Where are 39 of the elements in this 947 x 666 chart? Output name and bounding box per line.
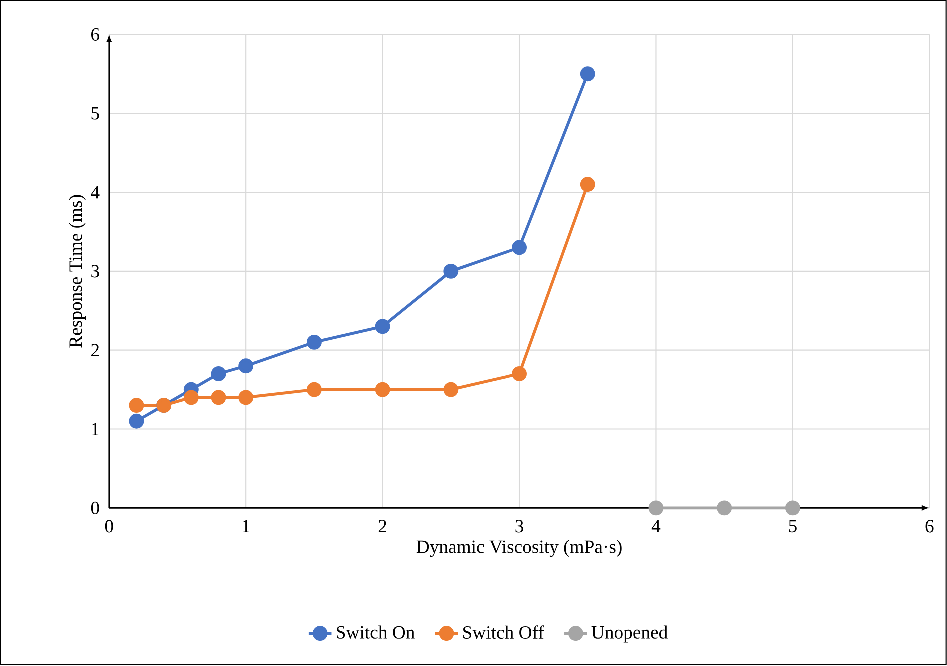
- point: [238, 390, 254, 406]
- y-tick-label: 6: [92, 28, 100, 42]
- y-tick-label: 3: [92, 265, 100, 278]
- point: [717, 500, 732, 516]
- x-tick-label: 3: [516, 520, 524, 533]
- point: [129, 414, 144, 430]
- point: [785, 500, 800, 516]
- point: [580, 66, 596, 82]
- legend-label: Unopened: [592, 626, 668, 643]
- point: [512, 366, 527, 382]
- point: [211, 390, 226, 406]
- point: [444, 382, 459, 398]
- y-axis-title: Response Time (ms): [69, 196, 86, 348]
- x-tick-label: 6: [926, 520, 934, 533]
- point: [375, 382, 390, 398]
- point: [375, 319, 390, 334]
- legend-label: Switch Off: [464, 626, 544, 640]
- x-tick-label: 0: [105, 520, 114, 534]
- point: [306, 335, 322, 350]
- point: [580, 177, 596, 192]
- y-tick-label: 0: [91, 502, 100, 515]
- point: [211, 366, 226, 382]
- x-tick-label: 1: [243, 520, 250, 533]
- point: [444, 264, 459, 280]
- x-axis-title: Dynamic Viscosity (mPa·s): [416, 540, 622, 558]
- y-tick-label: 5: [92, 108, 100, 120]
- point: [184, 390, 199, 406]
- point: [512, 240, 527, 256]
- x-tick-label: 4: [652, 520, 661, 533]
- x-tick-label: 2: [378, 520, 386, 533]
- x-tick-label: 5: [789, 520, 797, 533]
- point: [238, 358, 254, 374]
- point: [129, 398, 144, 414]
- y-tick-label: 2: [92, 344, 100, 357]
- point: [306, 382, 322, 398]
- y-tick-label: 4: [91, 186, 100, 199]
- y-tick-label: 1: [92, 423, 99, 436]
- legend-label: Switch On: [337, 626, 415, 640]
- point: [648, 500, 664, 516]
